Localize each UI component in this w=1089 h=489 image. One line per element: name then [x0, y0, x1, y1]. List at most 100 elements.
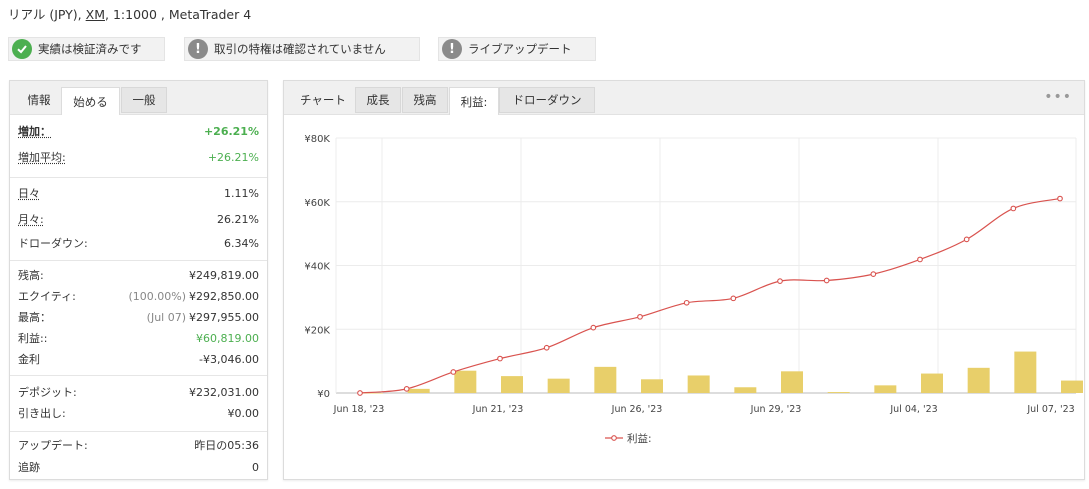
gain-label[interactable]: 増加：: [18, 125, 51, 138]
stats-tabs: 情報 始める 一般: [10, 81, 267, 115]
gain-value: +26.21%: [203, 124, 259, 138]
x-tick-label: Jun 18, '23: [333, 404, 385, 415]
tracking-label: 追跡: [18, 461, 40, 474]
abs-gain-label[interactable]: 増加平均:: [18, 151, 66, 164]
profit-bar: [361, 393, 383, 394]
broker-link[interactable]: XM: [85, 7, 105, 22]
monthly-value: 26.21%: [217, 212, 259, 226]
interest-row: 金利 -¥3,046.00: [18, 349, 259, 369]
profit-bar: [454, 370, 477, 393]
abs-gain-value: +26.21%: [207, 150, 259, 164]
balance-label: 残高:: [18, 269, 44, 282]
equity-value: ¥292,850.00: [189, 289, 259, 303]
chart-legend: 利益:: [605, 432, 652, 445]
chart-panel: チャート 成長 残高 利益: ドローダウン ••• ¥80K ¥60K ¥40K ¥2…: [283, 80, 1085, 480]
gain-row: 増加： +26.21%: [18, 121, 259, 141]
x-tick-label: Jul 07, '23: [1026, 404, 1074, 415]
profit-bar: [1014, 351, 1037, 393]
profit-bar: [967, 367, 990, 393]
monthly-row: 月々: 26.21%: [18, 209, 259, 229]
tab-info[interactable]: 情報: [27, 93, 51, 107]
balance-row: 残高: ¥249,819.00: [18, 265, 259, 285]
monthly-label[interactable]: 月々:: [18, 213, 44, 226]
x-tick-label: Jun 29, '23: [750, 404, 802, 415]
tab-drawdown[interactable]: ドローダウン: [499, 87, 595, 113]
privileges-badge[interactable]: ! 取引の特権は確認されていません: [184, 37, 420, 61]
tab-profit[interactable]: 利益:: [449, 87, 499, 115]
y-axis: ¥80K ¥60K ¥40K ¥20K ¥0: [304, 134, 330, 400]
chart-grid: [335, 137, 1077, 394]
live-update-badge[interactable]: ! ライブアップデート: [438, 37, 596, 61]
line-point: [450, 369, 457, 375]
tracking-value: 0: [252, 460, 259, 474]
equity-label: エクイティ:: [18, 290, 76, 303]
divider: [10, 177, 267, 178]
highest-value: ¥297,955.00: [189, 310, 259, 324]
exclamation-icon: !: [188, 39, 208, 59]
drawdown-label: ドローダウン:: [18, 237, 88, 250]
tab-balance[interactable]: 残高: [402, 87, 448, 113]
balance-value: ¥249,819.00: [189, 268, 259, 282]
line-point: [590, 324, 597, 331]
interest-value: -¥3,046.00: [199, 352, 259, 366]
line-point: [730, 295, 737, 302]
profit-chart: ¥80K ¥60K ¥40K ¥20K ¥0 Jun 18, '23 Jun 21, '2…: [304, 134, 1083, 445]
y-tick-label: ¥0: [317, 389, 330, 400]
tab-start[interactable]: 始める: [61, 87, 120, 115]
equity-pct: (100.00%): [128, 289, 187, 303]
profit-bar: [874, 385, 897, 393]
profit-bar: [687, 375, 710, 393]
profit-bar: [501, 376, 523, 393]
daily-row: 日々 1.11%: [18, 183, 259, 203]
line-point: [870, 271, 877, 277]
profit-row: 利益:: ¥60,819.00: [18, 328, 259, 348]
y-tick-label: ¥80K: [304, 134, 330, 145]
tracking-row: 追跡 0: [18, 457, 259, 477]
line-point: [1057, 195, 1063, 202]
profit-bar: [1061, 380, 1083, 393]
highest-date: (Jul 07): [146, 310, 187, 324]
tab-general[interactable]: 一般: [121, 87, 167, 113]
deposits-value: ¥232,031.00: [189, 385, 259, 399]
chart-tabs: チャート 成長 残高 利益: ドローダウン •••: [284, 81, 1084, 115]
legend-marker: [611, 435, 617, 441]
profit-bar: [827, 392, 850, 393]
line-point: [357, 390, 363, 396]
withdrawals-value: ¥0.00: [227, 406, 260, 420]
divider: [10, 260, 267, 261]
profit-bar: [641, 379, 663, 393]
profit-bar: [734, 387, 757, 393]
drawdown-row: ドローダウン: 6.34%: [18, 233, 259, 253]
profit-bar: [781, 371, 803, 393]
highest-row: 最高： (Jul 07) ¥297,955.00: [18, 307, 259, 327]
live-update-label: ライブアップデート: [468, 42, 572, 56]
interest-label: 金利: [18, 353, 40, 366]
check-icon: [12, 39, 32, 59]
daily-value: 1.11%: [224, 186, 259, 200]
line-point: [777, 278, 783, 284]
daily-label[interactable]: 日々: [18, 187, 40, 200]
more-options-icon[interactable]: •••: [1044, 89, 1072, 105]
line-point: [637, 313, 643, 320]
verified-label: 実績は検証済みです: [38, 42, 142, 56]
line-point: [683, 299, 690, 306]
title-suffix: , 1:1000 , MetaTrader 4: [105, 7, 252, 22]
profit-bar: [547, 378, 570, 393]
withdrawals-row: 引き出し: ¥0.00: [18, 403, 259, 423]
tab-chart[interactable]: チャート: [300, 93, 346, 107]
divider: [10, 431, 267, 432]
updated-label: アップデート:: [18, 439, 88, 452]
line-point: [823, 277, 830, 284]
y-tick-label: ¥60K: [304, 198, 330, 209]
profit-bar: [921, 373, 943, 393]
line-point: [917, 256, 923, 263]
bar-series: [361, 351, 1083, 394]
verified-badge[interactable]: 実績は検証済みです: [8, 37, 165, 61]
y-tick-label: ¥20K: [304, 325, 330, 336]
equity-row: エクイティ: (100.00%) ¥292,850.00: [18, 286, 259, 306]
updated-row: アップデート: 昨日の05:36: [18, 435, 259, 455]
profit-bar: [594, 366, 617, 393]
exclamation-icon: !: [442, 39, 462, 59]
tab-growth[interactable]: 成長: [355, 87, 401, 113]
line-point: [497, 355, 503, 362]
